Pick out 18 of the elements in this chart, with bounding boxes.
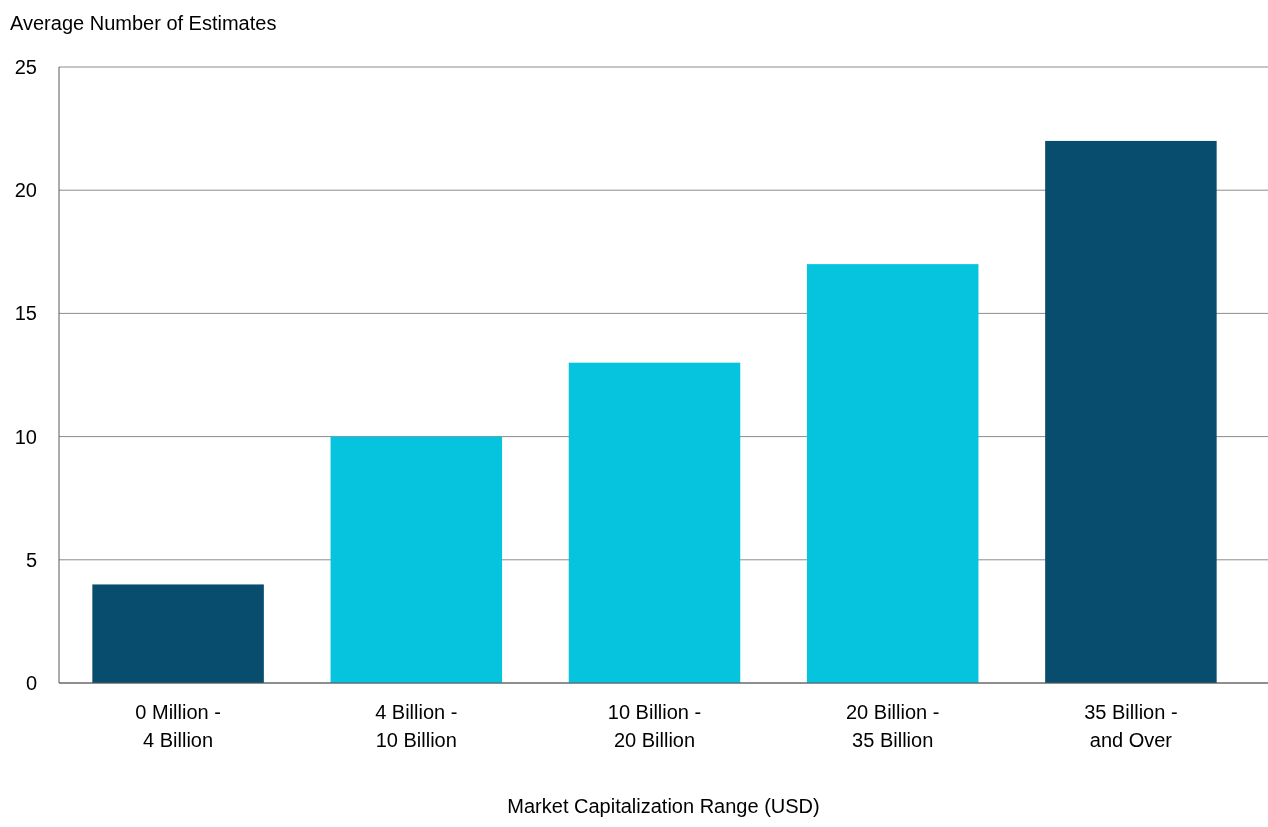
- bar: [568, 362, 741, 683]
- y-tick-label: 20: [14, 179, 37, 202]
- bar: [1045, 140, 1217, 683]
- bar: [92, 584, 264, 683]
- y-tick-label: 15: [14, 302, 37, 325]
- y-tick-label: 25: [14, 56, 37, 78]
- bar: [330, 436, 503, 683]
- x-tick-label: 35 Billion - and Over: [1084, 701, 1178, 751]
- y-tick-label: 5: [25, 548, 37, 571]
- bar: [806, 264, 979, 683]
- x-tick-label: 4 Billion - 10 Billion: [375, 701, 458, 751]
- y-tick-label: 10: [14, 425, 37, 448]
- x-axis-title: Market Capitalization Range (USD): [507, 795, 820, 817]
- y-axis-title: Average Number of Estimates: [10, 12, 277, 34]
- y-tick-label: 0: [25, 672, 37, 694]
- x-tick-label: 20 Billion - 35 Billion: [846, 701, 940, 751]
- x-tick-label: 0 Million - 4 Billion: [135, 701, 221, 751]
- x-tick-label: 10 Billion - 20 Billion: [607, 701, 702, 751]
